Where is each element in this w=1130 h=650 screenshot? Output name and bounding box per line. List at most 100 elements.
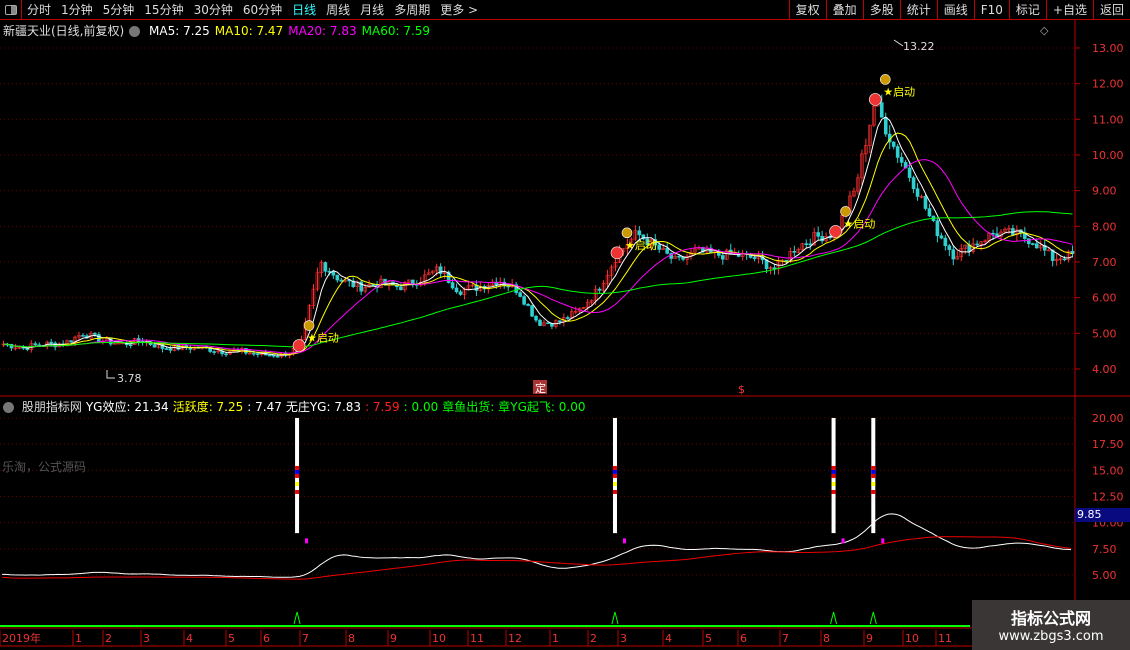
signal-segment: [295, 465, 300, 470]
candle-body: [518, 292, 522, 297]
time-label: 11: [470, 632, 484, 645]
tab-3[interactable]: 15分钟: [144, 3, 184, 17]
time-label: 10: [432, 632, 446, 645]
dropdown-icon[interactable]: [129, 26, 141, 37]
candle-body: [633, 230, 638, 240]
tab-4[interactable]: 30分钟: [193, 3, 233, 17]
signal-segment: [871, 489, 876, 494]
tab-0[interactable]: 分时: [27, 3, 52, 17]
candle-body: [1050, 249, 1055, 261]
price-tick-label: 7.00: [1092, 256, 1117, 269]
toolbar-button-4[interactable]: 画线: [936, 0, 974, 20]
candle-body: [339, 279, 344, 282]
candle-body: [891, 141, 896, 147]
indicator-value: : 7.47: [247, 400, 282, 414]
toolbar-button-2[interactable]: 多股: [862, 0, 900, 20]
toolbar-button-5[interactable]: F10: [973, 0, 1009, 20]
candle-body: [315, 272, 320, 290]
dropdown-icon[interactable]: [3, 402, 14, 413]
time-label: 6: [740, 632, 747, 645]
candle-body: [609, 266, 614, 276]
time-label: 3: [143, 632, 150, 645]
current-value-badge: 9.85: [1075, 508, 1130, 522]
toolbar-button-8[interactable]: 返回: [1092, 0, 1130, 20]
toolbar-button-3[interactable]: 统计: [899, 0, 937, 20]
panel-toggle-icon[interactable]: [0, 0, 22, 20]
signal-segment: [295, 469, 300, 474]
candle-body: [454, 287, 459, 293]
tab-8[interactable]: 月线: [360, 3, 385, 17]
candle-body: [927, 208, 932, 217]
ma60-line: [3, 211, 1073, 348]
tab-6[interactable]: 日线: [292, 3, 317, 17]
candle-body: [69, 340, 73, 343]
tab-1[interactable]: 1分钟: [61, 3, 93, 17]
ma-value: MA5: 7.25: [149, 24, 210, 38]
candle-body: [17, 346, 22, 349]
price-tick-label: 6.00: [1092, 292, 1117, 305]
toolbar-button-0[interactable]: 复权: [788, 0, 826, 20]
time-label: 5: [228, 632, 235, 645]
ma-value: MA20: 7.83: [288, 24, 357, 38]
indicator-tick-label: 17.50: [1092, 438, 1124, 451]
candle-body: [677, 255, 681, 258]
candle-body: [160, 344, 165, 349]
candle-body: [534, 315, 538, 321]
candle-body: [434, 266, 439, 272]
candle-body: [359, 281, 363, 292]
candle-body: [804, 243, 809, 245]
signal-label: ★启动: [844, 217, 876, 230]
tab-9[interactable]: 多周期: [394, 3, 431, 17]
candle-body: [768, 267, 773, 269]
toolbar-button-7[interactable]: +自选: [1045, 0, 1093, 20]
candle-body: [864, 145, 868, 155]
candle-body: [1038, 244, 1043, 249]
candle-body: [641, 234, 646, 240]
candle-body: [872, 105, 876, 126]
toolbar-button-1[interactable]: 叠加: [825, 0, 863, 20]
indicator-value: : 0.00: [403, 400, 439, 414]
toolbar-button-6[interactable]: 标记: [1008, 0, 1046, 20]
time-label: 1: [552, 632, 559, 645]
candle-body: [403, 282, 407, 291]
indicator-tick-label: 5.00: [1092, 569, 1117, 582]
candle-body: [1030, 243, 1035, 245]
yg-line: [1, 513, 1072, 578]
candle-body: [661, 247, 665, 250]
tab-5[interactable]: 60分钟: [242, 3, 283, 17]
low-label: 3.78: [117, 372, 142, 385]
candle-body: [645, 238, 650, 246]
signal-label: ★启动: [625, 239, 657, 252]
candle-body: [939, 235, 944, 239]
site-watermark: 指标公式网 www.zbgs3.com: [972, 600, 1130, 650]
magenta-mark: [305, 538, 309, 544]
high-label: 13.22: [903, 40, 935, 53]
candle-body: [1003, 228, 1007, 233]
candle-body: [629, 238, 634, 246]
candle-body: [168, 348, 173, 351]
candle-body: [470, 284, 475, 287]
candle-body: [538, 319, 542, 326]
candle-body: [792, 251, 797, 253]
signal-segment: [831, 469, 836, 474]
money-bag-icon: [303, 320, 315, 331]
indicator-tick-label: 12.50: [1092, 490, 1124, 503]
candle-body: [546, 322, 550, 325]
candle-body: [81, 335, 85, 337]
mark-box: [533, 380, 547, 394]
candle-body: [1054, 258, 1059, 261]
candle-body: [530, 305, 534, 317]
signal-segment: [612, 465, 617, 470]
candle-body: [816, 232, 820, 237]
candle-body: [422, 274, 427, 283]
candle-body: [693, 248, 697, 253]
candle-body: [446, 271, 451, 283]
spike-mark: [830, 611, 838, 625]
tab-10[interactable]: 更多 >: [440, 3, 479, 17]
spike-mark: [869, 611, 877, 625]
time-label: 4: [665, 632, 672, 645]
tab-2[interactable]: 5分钟: [102, 3, 135, 17]
tab-7[interactable]: 周线: [326, 3, 351, 17]
candle-body: [915, 188, 920, 197]
